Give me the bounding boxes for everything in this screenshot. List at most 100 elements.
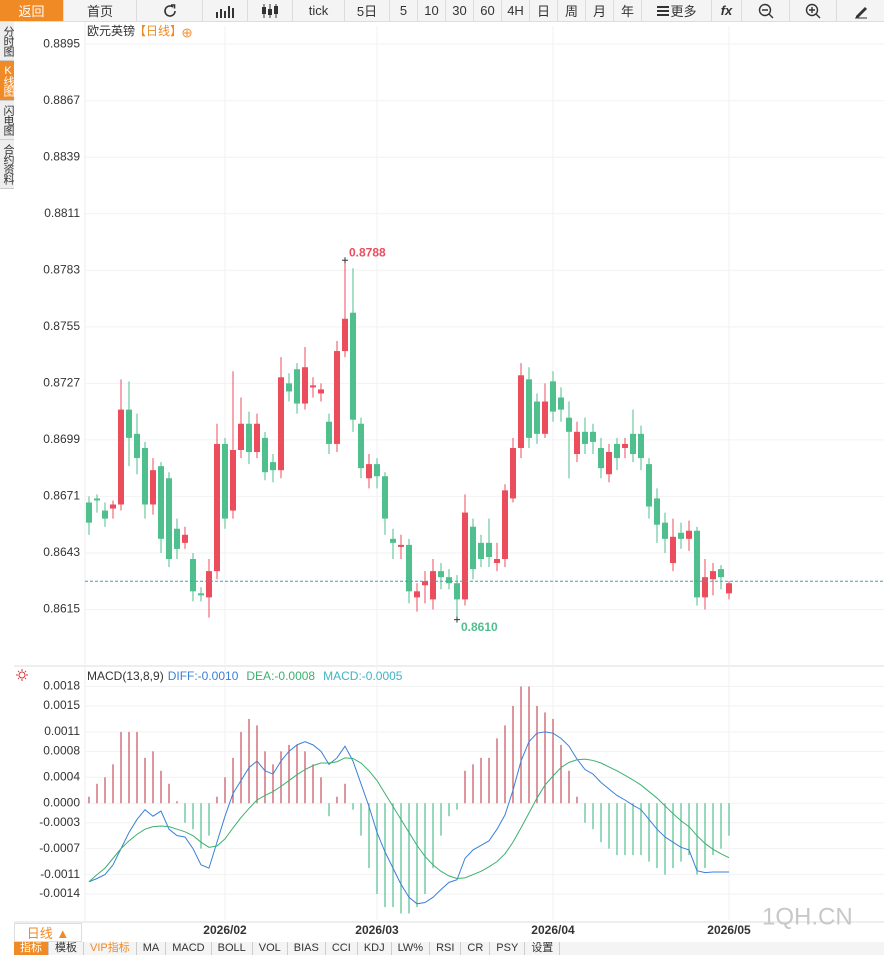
candle-body (702, 577, 708, 598)
period-button[interactable]: 年 (614, 0, 642, 21)
refresh-button[interactable] (137, 0, 203, 21)
chart-title: 欧元英镑 (87, 23, 135, 38)
y-tick-label: 0.0011 (44, 724, 80, 738)
candle-body (614, 443, 620, 459)
x-tick-label: 2026/05 (707, 923, 751, 937)
zoom-out-icon (758, 3, 773, 18)
candle-body (302, 367, 308, 404)
watermark: 1QH.CN (762, 903, 853, 930)
candle-body (430, 571, 436, 600)
candle-body (454, 583, 460, 600)
indicator-tab[interactable]: 指标 (14, 942, 49, 955)
indicator-tab[interactable]: RSI (430, 942, 462, 955)
indicator-tab[interactable]: KDJ (358, 942, 392, 955)
period-button[interactable]: 日 (530, 0, 558, 21)
candle-body (710, 571, 716, 580)
indicator-tab[interactable]: CCI (326, 942, 358, 955)
sidebar-tab[interactable]: K线图 (0, 61, 14, 101)
y-tick-label: -0.0003 (39, 815, 80, 829)
candle-body (686, 530, 692, 539)
indicator-button[interactable] (203, 0, 248, 21)
candle-body (126, 409, 132, 438)
back-label: 返回 (18, 4, 45, 19)
candle-button[interactable] (248, 0, 293, 21)
candle-body (406, 544, 412, 592)
add-icon (182, 28, 192, 38)
home-button[interactable]: 首页 (64, 0, 137, 21)
indicator-tab[interactable]: MACD (166, 942, 212, 955)
indicator-tab[interactable]: CR (461, 942, 491, 955)
y-tick-label: 0.8755 (43, 319, 80, 333)
indicator-tab[interactable]: 模板 (49, 942, 84, 955)
candle-body (110, 504, 116, 509)
period-button[interactable]: 周 (558, 0, 586, 21)
bars-icon (216, 5, 234, 18)
candle-body (334, 351, 340, 444)
indicator-tab[interactable]: VIP指标 (84, 942, 137, 955)
y-tick-label: 0.0004 (43, 769, 80, 783)
candle-body (390, 538, 396, 543)
period-button[interactable]: 月 (586, 0, 614, 21)
period-button[interactable]: 10 (418, 0, 446, 21)
sidebar-tab[interactable]: 分时图 (0, 22, 14, 61)
period-button[interactable]: 60 (474, 0, 502, 21)
settings-icon (18, 671, 26, 679)
indicator-tab[interactable]: LW% (392, 942, 431, 955)
indicator-tab[interactable]: BIAS (288, 942, 326, 955)
candle-body (134, 433, 140, 459)
candle-body (630, 433, 636, 455)
toolbar: 返回 首页 tick 5日 5 10 30 60 4H 日 周 月 年 更多 f… (0, 0, 884, 22)
y-tick-label: -0.0011 (40, 867, 80, 881)
period-button[interactable]: 5日 (345, 0, 390, 21)
candle-body (550, 381, 556, 412)
candle-body (598, 447, 604, 469)
y-tick-label: 0.8615 (43, 602, 80, 616)
period-button[interactable]: 4H (502, 0, 530, 21)
candle-body (374, 464, 380, 477)
macd-title: MACD(13,8,9) (87, 669, 164, 683)
legend-entry: DEA:-0.0008 (246, 669, 315, 683)
add-icon (184, 30, 190, 36)
zoom-out-button[interactable] (742, 0, 790, 21)
indicator-tab[interactable]: VOL (253, 942, 288, 955)
more-button[interactable]: 更多 (642, 0, 712, 21)
back-button[interactable]: 返回 (0, 0, 64, 21)
zoom-in-button[interactable] (790, 0, 837, 21)
indicator-tab[interactable]: PSY (490, 942, 526, 955)
period-button[interactable]: 30 (446, 0, 474, 21)
indicator-tab[interactable]: 设置 (525, 942, 561, 955)
candle-body (270, 462, 276, 471)
y-tick-label: 0.0015 (43, 698, 80, 712)
candle-body (670, 536, 676, 564)
fx-button[interactable]: fx (712, 0, 742, 21)
period-selector[interactable]: 日线 ▲ (14, 923, 82, 942)
fx-label: fx (720, 3, 733, 18)
draw-button[interactable] (837, 0, 884, 21)
candle-body (230, 449, 236, 511)
indicator-tabs: 指标 模板 VIP指标 MA MACD BOLL VOL BIAS CCI KDJ LW% RSI CR… (14, 942, 884, 955)
candle-body (366, 464, 372, 479)
period-button[interactable]: tick (293, 0, 345, 21)
indicator-tab[interactable]: BOLL (212, 942, 253, 955)
period-label: 5 (399, 3, 408, 18)
period-label: 周 (564, 4, 578, 19)
period-button[interactable]: 5 (390, 0, 418, 21)
candle-body (86, 502, 92, 523)
extreme-marker (454, 616, 460, 623)
candle-body (494, 559, 500, 564)
y-tick-label: 0.0008 (43, 744, 80, 758)
candle-body (646, 464, 652, 507)
chart-subtitle: 【日线】 (134, 24, 182, 38)
sidebar-tab[interactable]: 闪电图 (0, 101, 14, 140)
candle-icon (262, 3, 278, 18)
period-label: 4H (507, 3, 524, 18)
sidebar-tab[interactable]: 合约资料 (0, 140, 14, 189)
candle-body (158, 466, 164, 539)
candle-body (526, 379, 532, 438)
indicator-tab[interactable]: MA (137, 942, 167, 955)
candle-body (254, 423, 260, 453)
x-tick-label: 2026/04 (531, 923, 575, 937)
y-tick-label: 0.8671 (43, 489, 80, 503)
